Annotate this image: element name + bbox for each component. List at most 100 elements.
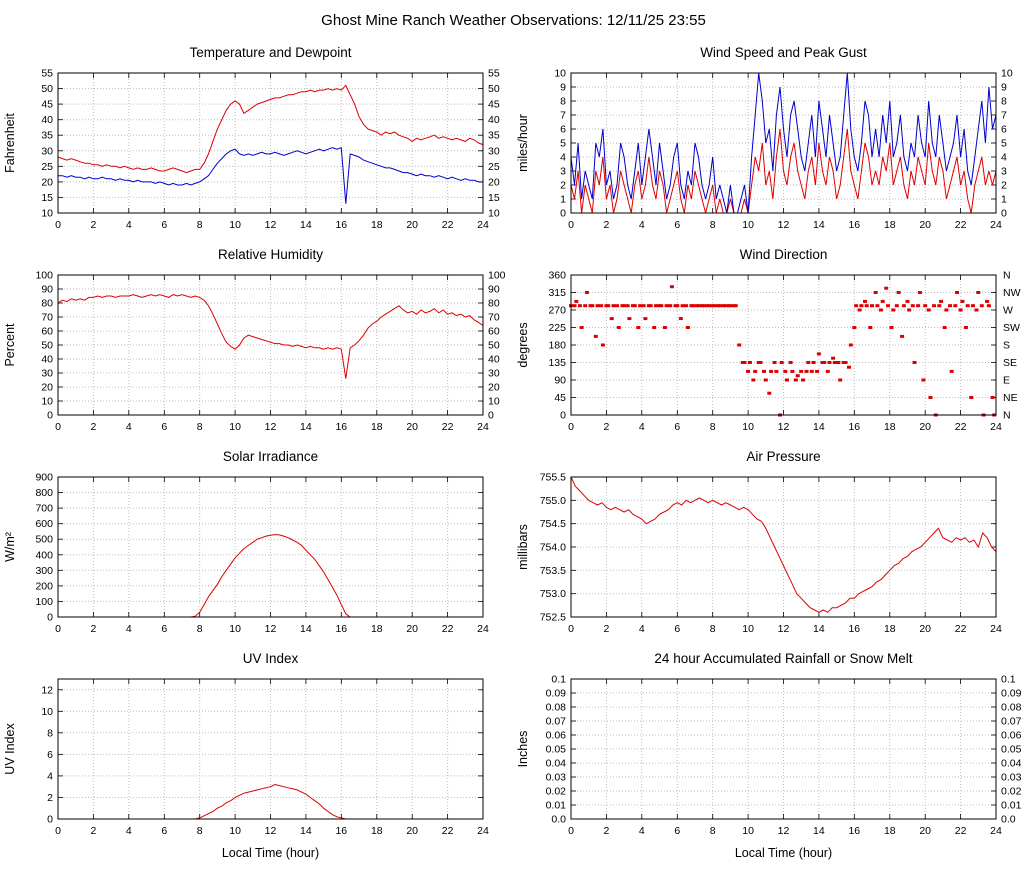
svg-text:400: 400 — [35, 549, 53, 561]
svg-text:0.08: 0.08 — [546, 702, 567, 714]
svg-text:15: 15 — [488, 192, 500, 204]
svg-text:22: 22 — [955, 825, 967, 837]
svg-text:55: 55 — [41, 68, 53, 80]
svg-text:18: 18 — [371, 623, 383, 635]
chart-panel-air-pressure: Air Pressure 0 2 4 6 8 10 12 14 16 18 20 22 24 752.5 7… — [513, 437, 1026, 639]
svg-text:18: 18 — [884, 825, 896, 837]
svg-text:14: 14 — [300, 623, 312, 635]
svg-text:18: 18 — [371, 219, 383, 231]
svg-text:755.5: 755.5 — [540, 472, 566, 484]
svg-text:4: 4 — [560, 152, 566, 164]
chart-title-wind-speed-gust: Wind Speed and Peak Gust — [700, 45, 867, 60]
svg-text:SE: SE — [1003, 357, 1017, 369]
svg-text:24: 24 — [990, 825, 1002, 837]
svg-text:22: 22 — [442, 219, 454, 231]
svg-text:8: 8 — [197, 825, 203, 837]
svg-text:2: 2 — [560, 180, 566, 192]
svg-text:8: 8 — [710, 219, 716, 231]
svg-text:10: 10 — [742, 219, 754, 231]
svg-text:0.05: 0.05 — [1001, 744, 1022, 756]
svg-text:16: 16 — [848, 623, 860, 635]
svg-text:100: 100 — [488, 270, 506, 282]
svg-text:16: 16 — [335, 421, 347, 433]
svg-text:12: 12 — [778, 623, 790, 635]
svg-text:W/m²: W/m² — [3, 532, 17, 562]
svg-text:6: 6 — [161, 219, 167, 231]
svg-text:900: 900 — [35, 472, 53, 484]
svg-text:6: 6 — [47, 749, 53, 761]
svg-text:miles/hour: miles/hour — [516, 114, 530, 172]
svg-text:60: 60 — [488, 326, 500, 338]
svg-text:4: 4 — [639, 825, 645, 837]
svg-text:12: 12 — [778, 825, 790, 837]
svg-text:0.01: 0.01 — [1001, 800, 1022, 812]
svg-text:4: 4 — [126, 825, 132, 837]
svg-text:12: 12 — [265, 825, 277, 837]
svg-text:0: 0 — [55, 421, 61, 433]
svg-text:2: 2 — [603, 825, 609, 837]
svg-text:80: 80 — [488, 298, 500, 310]
svg-text:18: 18 — [371, 825, 383, 837]
svg-text:12: 12 — [778, 421, 790, 433]
svg-text:3: 3 — [1001, 166, 1007, 178]
svg-text:0: 0 — [55, 623, 61, 635]
svg-text:18: 18 — [884, 421, 896, 433]
svg-text:14: 14 — [300, 219, 312, 231]
svg-text:6: 6 — [161, 825, 167, 837]
svg-text:16: 16 — [848, 219, 860, 231]
svg-text:50: 50 — [488, 340, 500, 352]
svg-text:753.0: 753.0 — [540, 588, 566, 600]
svg-text:6: 6 — [560, 124, 566, 136]
svg-text:0: 0 — [568, 421, 574, 433]
svg-text:NW: NW — [1003, 287, 1021, 299]
svg-text:0.1: 0.1 — [551, 674, 566, 686]
svg-text:10: 10 — [229, 219, 241, 231]
svg-text:50: 50 — [41, 340, 53, 352]
svg-text:30: 30 — [41, 145, 53, 157]
svg-text:N: N — [1003, 410, 1011, 422]
svg-text:2: 2 — [1001, 180, 1007, 192]
chart-title-temperature-dewpoint: Temperature and Dewpoint — [189, 45, 352, 60]
svg-text:80: 80 — [41, 298, 53, 310]
svg-text:4: 4 — [639, 623, 645, 635]
svg-text:4: 4 — [126, 623, 132, 635]
svg-text:2: 2 — [47, 792, 53, 804]
svg-text:20: 20 — [41, 382, 53, 394]
chart-panel-solar-irradiance: Solar Irradiance 0 2 4 6 8 10 12 14 16 18 20 22 24 0 1… — [0, 437, 513, 639]
svg-text:0: 0 — [568, 219, 574, 231]
svg-text:2: 2 — [90, 825, 96, 837]
svg-text:16: 16 — [335, 219, 347, 231]
svg-text:800: 800 — [35, 487, 53, 499]
svg-text:1: 1 — [1001, 194, 1007, 206]
chart-panel-wind-direction: Wind Direction 0 2 4 6 8 10 12 14 16 18 20 22 24 0 45 9… — [513, 235, 1026, 437]
svg-text:10: 10 — [742, 421, 754, 433]
chart-plot-wind-speed-gust: 0 2 4 6 8 10 12 14 16 18 20 22 240 01 12 23 34 45 56 67 78 89… — [516, 68, 1013, 232]
svg-text:0.0: 0.0 — [551, 814, 566, 826]
svg-text:2: 2 — [603, 623, 609, 635]
svg-text:500: 500 — [35, 534, 53, 546]
svg-text:20: 20 — [406, 825, 418, 837]
svg-text:0: 0 — [47, 410, 53, 422]
svg-text:22: 22 — [442, 825, 454, 837]
svg-text:0.07: 0.07 — [1001, 716, 1022, 728]
svg-text:0.03: 0.03 — [1001, 772, 1022, 784]
svg-text:22: 22 — [442, 623, 454, 635]
charts-grid: Temperature and Dewpoint 0 2 4 6 8 10 12 14 16 18… — [0, 33, 1027, 867]
svg-text:10: 10 — [41, 706, 53, 718]
svg-text:NE: NE — [1003, 392, 1018, 404]
svg-text:Inches: Inches — [516, 731, 530, 768]
svg-text:752.5: 752.5 — [540, 612, 566, 624]
svg-text:6: 6 — [674, 219, 680, 231]
svg-text:12: 12 — [778, 219, 790, 231]
svg-text:Local Time (hour): Local Time (hour) — [222, 846, 319, 860]
svg-text:10: 10 — [488, 396, 500, 408]
svg-text:10: 10 — [41, 208, 53, 220]
svg-text:0: 0 — [560, 410, 566, 422]
svg-text:15: 15 — [41, 192, 53, 204]
svg-text:16: 16 — [848, 421, 860, 433]
svg-text:20: 20 — [406, 623, 418, 635]
svg-text:0.07: 0.07 — [546, 716, 567, 728]
svg-text:W: W — [1003, 305, 1013, 317]
